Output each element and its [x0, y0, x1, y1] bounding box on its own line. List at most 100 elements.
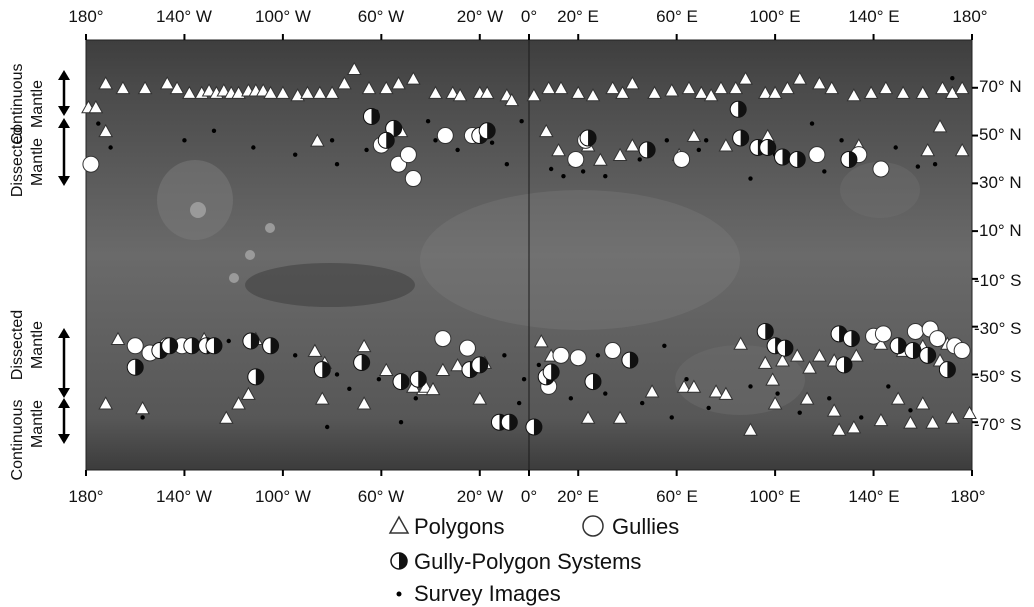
survey-image-point	[425, 119, 431, 124]
arrowhead-up	[58, 70, 70, 80]
polygon-point	[686, 128, 702, 142]
survey-image-point	[748, 384, 753, 389]
polygon-point	[799, 391, 815, 405]
lat-tick-label: 70° N	[979, 77, 1022, 96]
gully-polygon-point	[353, 354, 371, 371]
polygon-point	[812, 76, 827, 90]
polygon-point	[585, 88, 601, 102]
polygon-point	[792, 71, 808, 85]
survey-image-point	[516, 400, 522, 406]
polygon-point	[425, 381, 441, 396]
survey-image-point	[519, 119, 524, 124]
gully-polygon-point	[542, 363, 560, 381]
bottom-tick-label: 180°	[950, 487, 985, 506]
polygon-point	[182, 85, 197, 99]
volcano	[265, 223, 275, 233]
survey-image-point	[797, 410, 802, 415]
bottom-longitude-labels: 180° 140° W 100° W 60° W 20° W 0° 20° E …	[68, 487, 985, 506]
volcano	[245, 250, 255, 260]
gully-polygon-point	[938, 361, 956, 379]
polygon-point	[612, 147, 628, 162]
polygon-point	[789, 348, 805, 362]
top-tick-label: 180°	[952, 7, 987, 26]
survey-image-point	[433, 138, 438, 143]
gully-polygon-point	[842, 330, 860, 348]
polygon-point	[479, 85, 495, 99]
top-longitude-labels: 180° 140° W 100° W 60° W 20° W 0° 20° E …	[68, 7, 987, 26]
polygon-point	[925, 415, 940, 429]
gully-polygon-point	[313, 361, 331, 379]
polygon-point	[708, 384, 724, 398]
survey-image-point	[108, 145, 113, 150]
legend-polygons-label: Polygons	[414, 514, 505, 539]
latitude-labels: 70° N 50° N 30° N 10° N -10° S -30° S -5…	[974, 77, 1022, 434]
survey-image-point	[603, 173, 608, 179]
legend-gullies-label: Gullies	[612, 514, 679, 539]
survey-image-point	[822, 169, 827, 174]
polygon-point	[115, 80, 131, 95]
survey-image-point	[376, 377, 382, 382]
polygon-point	[435, 362, 451, 377]
polygon-point	[452, 88, 468, 102]
bottom-tick-label: 0°	[521, 487, 537, 506]
polygon-point	[915, 85, 931, 99]
polygon-point	[275, 85, 291, 99]
polygon-point	[743, 422, 758, 436]
survey-image-point	[489, 140, 495, 145]
polygon-point	[757, 85, 773, 99]
polygon-point	[765, 372, 780, 386]
survey-image-point	[561, 173, 566, 179]
bottom-tick-label: 100° E	[749, 487, 800, 506]
polygon-point	[337, 76, 352, 90]
survey-image-point	[893, 145, 898, 150]
polygon-point	[307, 343, 323, 357]
gully-polygon-point	[362, 107, 380, 125]
polygon-point	[932, 119, 948, 133]
survey-image-point	[640, 400, 645, 406]
polygon-point	[733, 336, 749, 350]
polygon-point	[255, 83, 271, 97]
survey-image-point	[684, 377, 689, 382]
survey-image-point	[364, 147, 369, 153]
polygon-point	[903, 415, 918, 429]
gully-polygon-point	[471, 356, 489, 374]
polygon-point	[504, 92, 520, 107]
survey-image-point	[324, 424, 330, 430]
gully-polygon-point	[183, 337, 201, 355]
survey-image-point	[292, 353, 298, 358]
top-tick-label: 140° E	[848, 7, 899, 26]
polygon-point	[863, 85, 879, 99]
polygon-point	[915, 396, 931, 410]
polygon-point	[538, 123, 554, 138]
survey-image-point	[334, 162, 340, 167]
olympus-mons	[190, 202, 206, 218]
polygon-point	[580, 410, 596, 424]
bottom-tick-label: 180°	[68, 487, 103, 506]
polygon-point	[526, 88, 542, 102]
bottom-tick-label: 60° E	[656, 487, 698, 506]
gully-point	[872, 160, 890, 178]
bottom-tick-label: 140° W	[156, 487, 212, 506]
polygon-point	[775, 353, 790, 367]
arrowhead-down	[58, 388, 70, 398]
polygon-point	[241, 386, 256, 400]
polygon-point	[533, 334, 549, 348]
survey-image-point	[827, 396, 832, 401]
polygon-point	[935, 80, 950, 95]
elysium-region	[840, 162, 920, 218]
volcano	[229, 273, 239, 283]
polygon-point	[831, 422, 847, 436]
survey-image-point	[347, 386, 352, 391]
survey-image-point	[859, 415, 864, 420]
bottom-tick-label: 140° E	[848, 487, 899, 506]
polygon-point	[356, 396, 372, 410]
survey-image-point	[595, 353, 601, 358]
gully-polygon-point	[729, 100, 747, 118]
top-tick-label: 100° W	[255, 7, 311, 26]
polygon-point	[356, 338, 372, 353]
gully-polygon-point	[409, 370, 427, 388]
polygon-point	[218, 410, 234, 424]
polygon-point	[570, 85, 586, 99]
polygon-point	[593, 152, 608, 166]
survey-image-point	[504, 162, 510, 167]
